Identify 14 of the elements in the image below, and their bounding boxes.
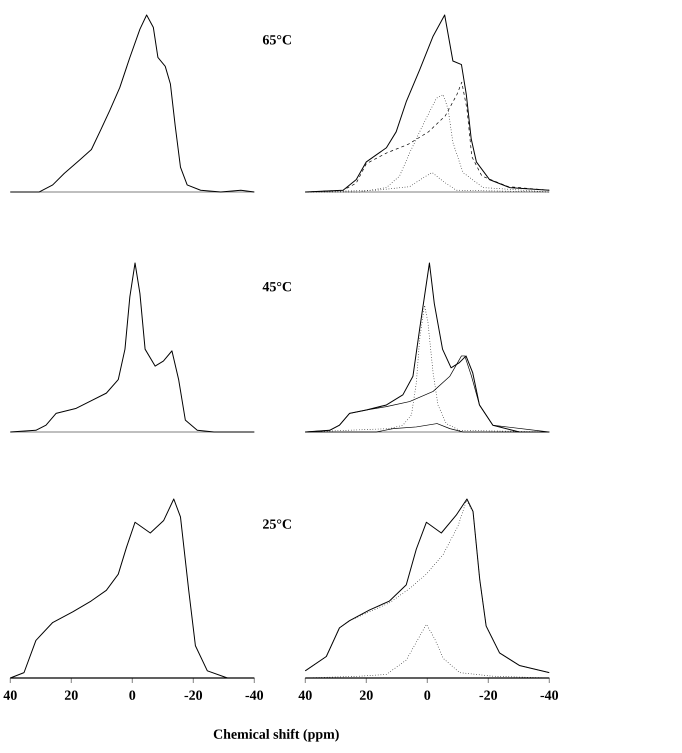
x-tick-label: 40 (298, 690, 312, 700)
x-tick-label: 20 (360, 690, 373, 700)
x-tick-label: 40 (3, 690, 17, 700)
text: 65°C (262, 35, 291, 44)
x-tick-label: 0 (424, 690, 430, 700)
x-tick-label: 0 (129, 690, 136, 700)
x-tick-label: -40 (540, 690, 558, 700)
x-tick-label: -40 (245, 690, 263, 700)
text: 45°C (262, 282, 291, 292)
x-tick-label: -20 (184, 690, 202, 700)
x-axis-title: Chemical shift (ppm) (214, 728, 339, 742)
x-tick-label: -20 (479, 690, 497, 700)
x-tick-label: 20 (64, 690, 78, 700)
text: 25°C (262, 519, 291, 529)
